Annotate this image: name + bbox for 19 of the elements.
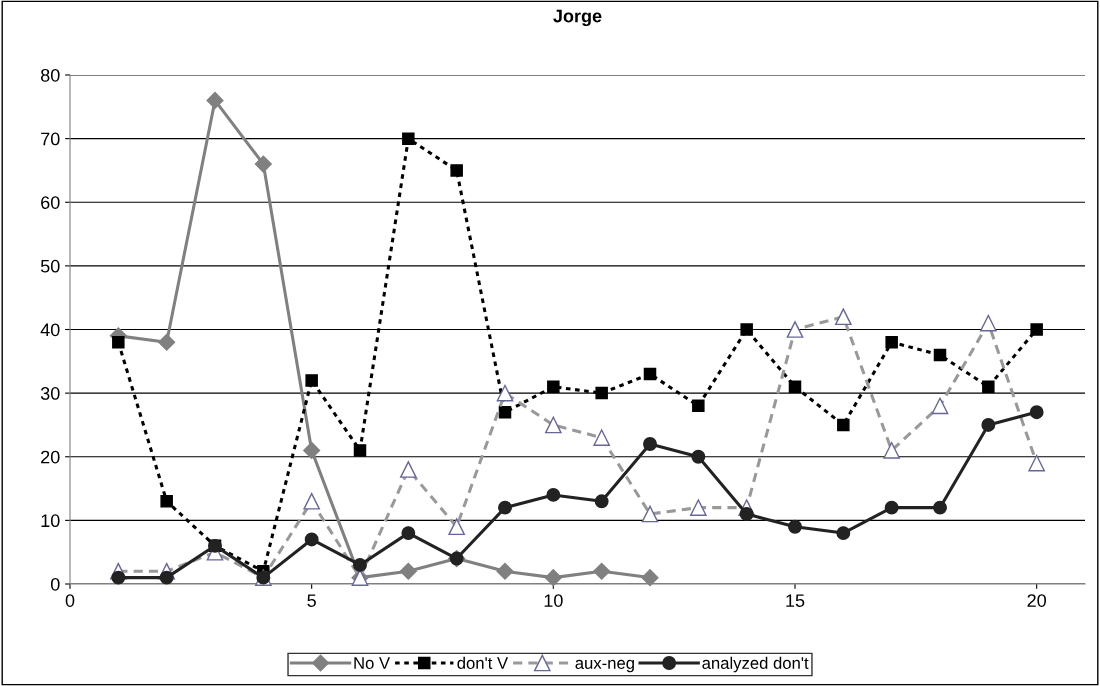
chart-title: Jorge bbox=[553, 9, 602, 27]
x-tick-label: 0 bbox=[65, 594, 75, 607]
legend-label: aux-neg bbox=[575, 659, 634, 673]
y-tick-label: 30 bbox=[40, 387, 60, 400]
x-tick-label: 10 bbox=[544, 594, 563, 607]
y-tick-label: 50 bbox=[40, 259, 60, 273]
legend-label: analyzed don't bbox=[702, 656, 809, 673]
y-tick-label: 40 bbox=[40, 323, 60, 337]
y-tick-label: 80 bbox=[40, 68, 60, 82]
y-tick-label: 70 bbox=[41, 132, 60, 146]
x-tick-label: 20 bbox=[1027, 594, 1046, 607]
y-tick-label: 10 bbox=[41, 514, 60, 528]
y-tick-label: 0 bbox=[50, 577, 60, 591]
x-tick-label: 5 bbox=[307, 594, 316, 607]
y-tick-label: 20 bbox=[41, 450, 60, 464]
y-tick-label: 60 bbox=[41, 196, 60, 209]
x-tick-label: 15 bbox=[786, 594, 805, 607]
legend-label: don't V bbox=[457, 656, 509, 669]
legend-label: No V bbox=[354, 657, 391, 669]
